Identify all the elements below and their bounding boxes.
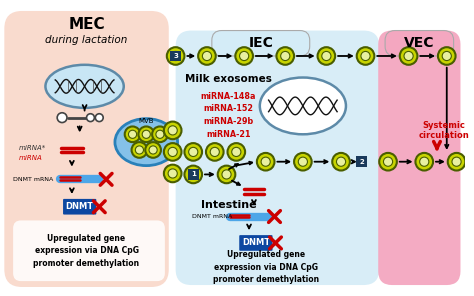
FancyBboxPatch shape — [239, 235, 273, 251]
Text: Systemic
circulation: Systemic circulation — [419, 121, 469, 140]
FancyBboxPatch shape — [63, 199, 96, 215]
Circle shape — [168, 147, 177, 157]
Circle shape — [202, 52, 211, 61]
Circle shape — [452, 157, 461, 166]
Circle shape — [184, 166, 202, 183]
Circle shape — [298, 157, 308, 166]
Circle shape — [164, 143, 182, 161]
Circle shape — [145, 142, 161, 158]
Circle shape — [261, 157, 270, 166]
Text: IEC: IEC — [248, 36, 273, 50]
Text: MEC: MEC — [68, 17, 105, 32]
Circle shape — [448, 153, 465, 170]
Circle shape — [184, 143, 202, 161]
Text: Intestine: Intestine — [201, 200, 256, 210]
Circle shape — [198, 47, 216, 65]
Circle shape — [404, 52, 413, 61]
Circle shape — [294, 153, 312, 170]
Circle shape — [125, 126, 140, 142]
Circle shape — [332, 153, 350, 170]
Circle shape — [276, 47, 294, 65]
Text: Upregulated gene
expression via DNA CpG
promoter demethylation: Upregulated gene expression via DNA CpG … — [213, 250, 319, 284]
FancyBboxPatch shape — [212, 30, 310, 56]
Text: MVB: MVB — [138, 118, 154, 124]
Circle shape — [361, 52, 370, 61]
Text: Upregulated gene
expression via DNA CpG
promoter demethylation: Upregulated gene expression via DNA CpG … — [34, 234, 140, 268]
FancyBboxPatch shape — [356, 156, 367, 167]
Circle shape — [167, 47, 184, 65]
Text: miRNA-152: miRNA-152 — [203, 104, 254, 113]
Circle shape — [152, 126, 168, 142]
Text: DNMT: DNMT — [65, 202, 94, 211]
Text: DNMT: DNMT — [242, 239, 270, 247]
Circle shape — [337, 157, 346, 166]
Circle shape — [379, 153, 397, 170]
Text: miRNA: miRNA — [19, 155, 43, 161]
FancyBboxPatch shape — [13, 221, 165, 281]
Circle shape — [318, 47, 335, 65]
Text: 2: 2 — [359, 159, 364, 165]
Circle shape — [218, 166, 235, 183]
Text: DNMT mRNA: DNMT mRNA — [192, 214, 233, 219]
Circle shape — [257, 153, 274, 170]
Circle shape — [383, 157, 392, 166]
Text: miRNA-29b: miRNA-29b — [203, 117, 254, 126]
Ellipse shape — [260, 78, 346, 134]
Circle shape — [164, 165, 182, 182]
Circle shape — [57, 113, 67, 123]
Circle shape — [156, 130, 164, 138]
Circle shape — [171, 52, 180, 61]
Circle shape — [95, 114, 103, 122]
FancyBboxPatch shape — [176, 30, 379, 285]
FancyBboxPatch shape — [378, 30, 460, 285]
Circle shape — [222, 170, 231, 179]
Circle shape — [228, 143, 245, 161]
Ellipse shape — [46, 65, 124, 108]
FancyBboxPatch shape — [188, 169, 199, 180]
FancyBboxPatch shape — [385, 30, 454, 56]
Circle shape — [232, 147, 241, 157]
Circle shape — [136, 146, 144, 154]
Circle shape — [239, 52, 249, 61]
Circle shape — [322, 52, 331, 61]
Circle shape — [400, 47, 418, 65]
Circle shape — [235, 47, 253, 65]
Circle shape — [138, 126, 154, 142]
Text: miRNA-21: miRNA-21 — [206, 130, 251, 139]
FancyBboxPatch shape — [4, 11, 169, 287]
Text: Milk exosomes: Milk exosomes — [185, 75, 272, 84]
Text: miRNA*: miRNA* — [19, 145, 46, 151]
Circle shape — [189, 147, 198, 157]
Text: miRNA-148a: miRNA-148a — [201, 92, 256, 101]
Circle shape — [189, 170, 198, 179]
Circle shape — [168, 126, 177, 135]
Circle shape — [164, 122, 182, 139]
Circle shape — [142, 130, 150, 138]
Circle shape — [149, 146, 157, 154]
Text: 3: 3 — [173, 53, 178, 59]
Text: during lactation: during lactation — [46, 35, 128, 45]
Circle shape — [438, 47, 456, 65]
Text: VEC: VEC — [404, 36, 435, 50]
Text: DNMT mRNA: DNMT mRNA — [13, 177, 54, 182]
Circle shape — [415, 153, 433, 170]
Circle shape — [132, 142, 147, 158]
Circle shape — [87, 114, 94, 122]
Circle shape — [128, 130, 137, 138]
Ellipse shape — [115, 119, 178, 166]
Circle shape — [206, 143, 224, 161]
Circle shape — [357, 47, 374, 65]
Circle shape — [442, 52, 451, 61]
Circle shape — [419, 157, 429, 166]
Circle shape — [281, 52, 290, 61]
Circle shape — [210, 147, 219, 157]
Text: 1: 1 — [191, 171, 196, 177]
FancyBboxPatch shape — [170, 51, 181, 61]
Circle shape — [168, 169, 177, 178]
